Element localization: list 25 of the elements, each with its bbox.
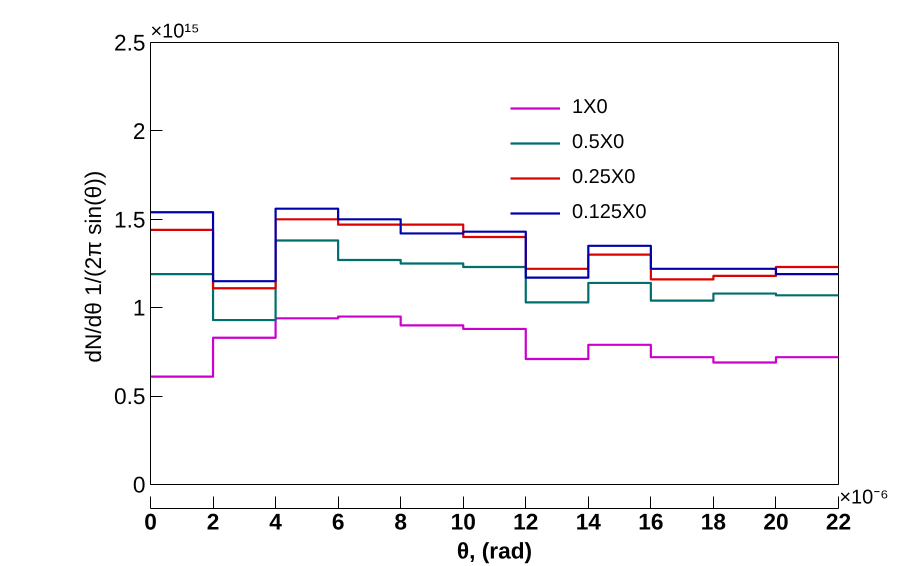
y-tick-label: 0.5 — [114, 383, 146, 410]
y-tick-label: 1 — [132, 294, 146, 321]
x-tick-label: 12 — [513, 508, 538, 534]
y-tick-label: 2.5 — [114, 30, 146, 56]
x-tick-label: 8 — [394, 508, 407, 534]
legend-label: 0.25X0 — [572, 166, 636, 189]
x-tick-label: 4 — [269, 508, 282, 534]
x-tick-label: 18 — [700, 508, 726, 534]
x-tick-label: 22 — [826, 508, 852, 534]
x-tick-label: 20 — [763, 508, 789, 534]
y-tick-label: 0 — [132, 472, 146, 498]
y-tick-label: 1.5 — [114, 206, 146, 232]
legend-label: 0.5X0 — [572, 131, 624, 154]
x-tick-label: 2 — [206, 508, 220, 534]
x-axis-title: θ, (rad) — [456, 538, 532, 564]
y-tick-label: 2 — [132, 118, 146, 144]
legend-label: 1X0 — [572, 96, 608, 119]
x-tick-label: 10 — [450, 508, 476, 534]
y-axis-title: dN/dθ 1/(2π sin(θ)) — [80, 170, 106, 363]
x-tick-label: 16 — [638, 508, 664, 534]
annotation: ×10¹⁵ — [150, 20, 200, 42]
x-tick-label: 6 — [332, 508, 344, 534]
text: ×10⁻⁶ — [839, 486, 889, 508]
x-tick-label: 14 — [576, 508, 602, 534]
legend-label: 0.125X0 — [572, 201, 647, 224]
